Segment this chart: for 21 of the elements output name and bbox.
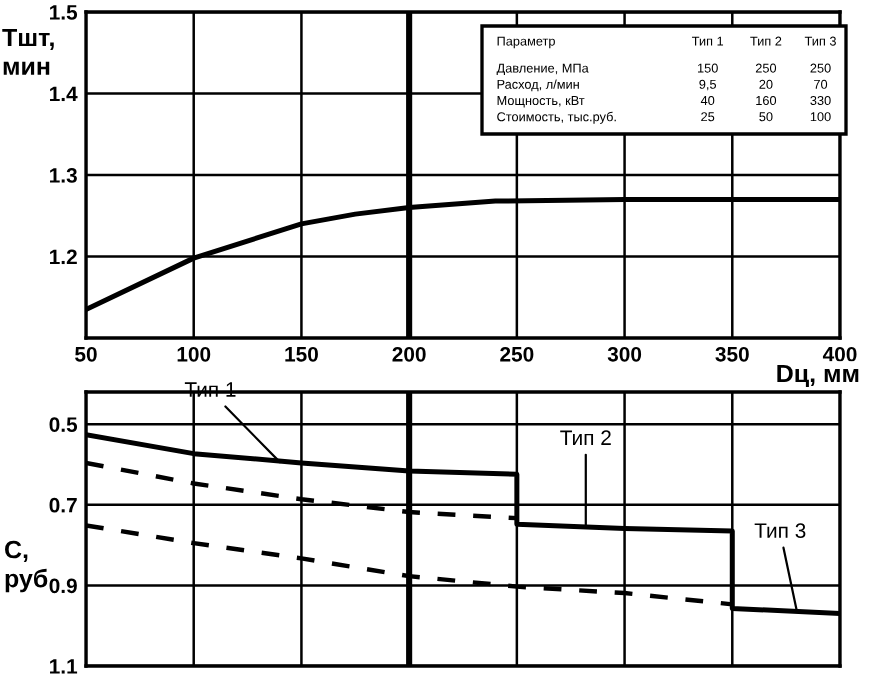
x-tick-label: 200 <box>392 346 426 362</box>
y-tick-label: 0.5 <box>49 417 78 432</box>
annotation: Тип 3 <box>754 523 806 539</box>
x-tick-label: 100 <box>177 346 211 362</box>
x-tick-label: 50 <box>75 346 97 362</box>
x-tick-label: 250 <box>500 346 534 362</box>
y-tick-label: 1.5 <box>50 5 78 20</box>
x-tick-label: 300 <box>607 346 642 362</box>
y-tick-label: 1.4 <box>50 86 78 102</box>
x-tick-label: 150 <box>285 346 318 362</box>
annotation: Тип 2 <box>560 430 611 445</box>
y-tick-label: 0.9 <box>49 578 77 594</box>
x-tick-label: 350 <box>715 346 749 362</box>
y-tick-label: 1.2 <box>50 249 77 265</box>
y-tick-label: 1.1 <box>50 659 78 674</box>
y-tick-label: 0.7 <box>49 497 77 513</box>
y-tick-label: 1.3 <box>50 168 77 183</box>
y-axis-title: С, руб <box>5 540 48 593</box>
x-tick-label: 400 <box>822 346 857 362</box>
y-axis-title: Тшт, мин <box>2 28 54 75</box>
x-axis-title: Dц, мм <box>777 364 859 388</box>
